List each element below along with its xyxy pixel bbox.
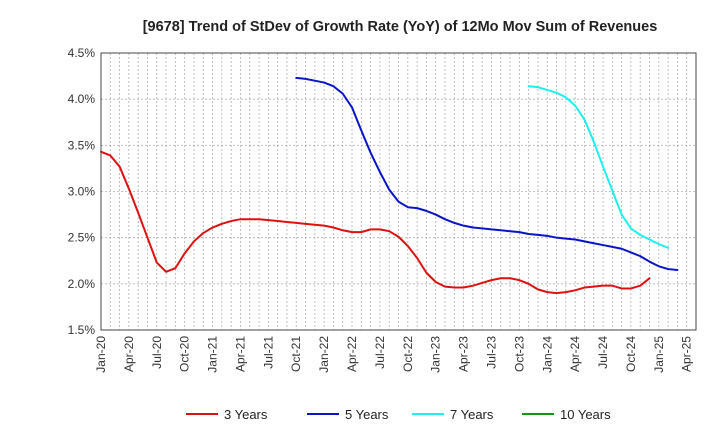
legend-label-3-years: 3 Years (224, 407, 268, 422)
x-tick-label: Jan-22 (317, 336, 331, 373)
x-tick-label: Apr-25 (680, 336, 694, 372)
y-tick-label: 4.0% (68, 92, 96, 106)
y-tick-label: 3.5% (68, 138, 96, 152)
x-tick-label: Jan-24 (540, 336, 554, 373)
y-tick-label: 3.0% (68, 185, 96, 199)
x-tick-label: Apr-23 (457, 336, 471, 372)
x-tick-label: Jan-20 (94, 336, 108, 373)
grid-lines (101, 52, 696, 331)
legend: 3 Years 5 Years 7 Years 10 Years (186, 407, 611, 422)
x-tick-label: Oct-24 (624, 336, 638, 372)
x-axis-ticks: Jan-20 Apr-20 Jul-20 Oct-20 Jan-21 Apr-21 Jul-… (94, 336, 694, 373)
x-tick-label: Apr-22 (345, 336, 359, 372)
x-tick-label: Jul-22 (373, 336, 387, 369)
x-tick-label: Apr-24 (568, 336, 582, 372)
chart-title: [9678] Trend of StDev of Growth Rate (Yo… (143, 19, 658, 35)
legend-label-5-years: 5 Years (345, 407, 389, 422)
x-tick-label: Jan-23 (429, 336, 443, 373)
legend-label-7-years: 7 Years (450, 407, 494, 422)
x-tick-label: Oct-22 (401, 336, 415, 372)
x-tick-label: Jan-25 (652, 336, 666, 373)
x-tick-label: Jan-21 (206, 336, 220, 373)
x-tick-label: Jul-24 (596, 336, 610, 369)
x-tick-label: Oct-20 (178, 336, 192, 372)
y-axis-ticks: 1.5% 2.0% 2.5% 3.0% 3.5% 4.0% 4.5% (68, 46, 96, 337)
series-lines (100, 76, 679, 295)
x-tick-label: Jul-20 (150, 336, 164, 369)
y-tick-label: 1.5% (68, 323, 96, 337)
series-line-5-years (295, 76, 679, 271)
y-tick-label: 2.5% (68, 231, 96, 245)
legend-label-10-years: 10 Years (560, 407, 611, 422)
series-line-3-years (100, 150, 651, 295)
x-tick-label: Oct-23 (512, 336, 526, 372)
plot-area-frame (100, 52, 697, 331)
y-tick-label: 2.0% (68, 277, 96, 291)
x-tick-label: Jul-21 (261, 336, 275, 369)
x-tick-label: Jul-23 (484, 336, 498, 369)
x-tick-label: Oct-21 (289, 336, 303, 372)
y-tick-label: 4.5% (68, 46, 96, 60)
x-tick-label: Apr-20 (122, 336, 136, 372)
series-line-7-years (527, 85, 670, 249)
x-tick-label: Apr-21 (233, 336, 247, 372)
